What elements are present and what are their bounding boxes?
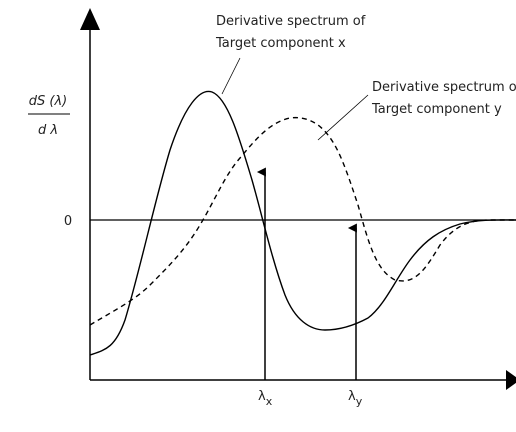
annotation-x-line2: Target component x xyxy=(215,36,346,51)
marker-subscript: y xyxy=(356,395,363,408)
y-label-numerator: dS (λ) xyxy=(29,94,67,109)
curve-y xyxy=(89,116,516,326)
annotation-x-line1: Derivative spectrum of xyxy=(216,14,366,29)
zero-label: 0 xyxy=(64,214,72,229)
curve-x xyxy=(89,90,516,356)
leader-y xyxy=(317,94,369,141)
x-axis-arrow xyxy=(506,370,516,390)
marker-subscript: x xyxy=(266,395,273,408)
marker-symbol: λ xyxy=(348,389,356,404)
marker-x-label: λx xyxy=(258,389,273,408)
marker-symbol: λ xyxy=(258,389,266,404)
y-label-denominator: d λ xyxy=(38,123,58,138)
annotation-y-line2: Target component y xyxy=(371,102,502,117)
marker-y-label: λy xyxy=(348,389,363,408)
leader-x xyxy=(221,57,241,95)
annotation-y-line1: Derivative spectrum o xyxy=(372,80,516,95)
y-axis-arrow xyxy=(80,8,100,30)
